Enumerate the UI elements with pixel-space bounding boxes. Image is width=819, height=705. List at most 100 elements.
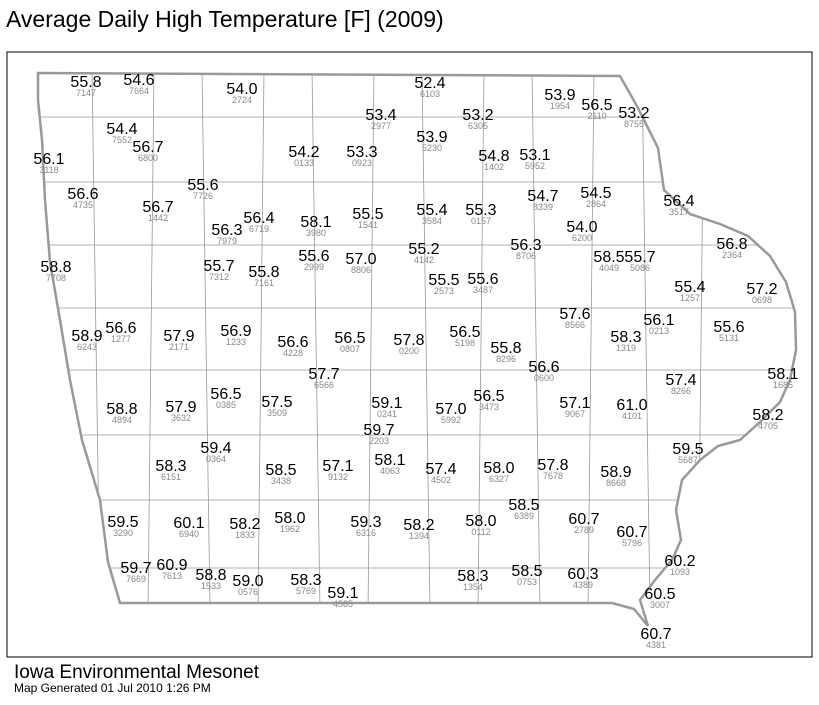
station-temp: 59.4 — [200, 440, 231, 457]
station-id: 2864 — [586, 199, 606, 209]
station-id: 5769 — [296, 586, 316, 596]
station-id: 4049 — [599, 263, 619, 273]
station-id: 0600 — [534, 373, 554, 383]
station-id: 4142 — [414, 255, 434, 265]
station-id: 7613 — [162, 571, 182, 581]
station-id: 7664 — [129, 86, 149, 96]
station-id: 3007 — [650, 600, 670, 610]
station-temp: 58.0 — [274, 510, 305, 527]
county-line — [367, 73, 375, 611]
station-id: 4101 — [622, 411, 642, 421]
station-id: 6305 — [468, 121, 488, 131]
station-id: 2789 — [574, 525, 594, 535]
station-temp: 54.2 — [288, 144, 319, 161]
station-id: 4502 — [431, 475, 451, 485]
station-id: 3509 — [267, 408, 287, 418]
station-id: 3438 — [271, 476, 291, 486]
station-id: 0576 — [238, 587, 258, 597]
station-temp: 56.3 — [211, 222, 242, 239]
station-id: 2977 — [371, 121, 391, 131]
station-id: 8806 — [351, 265, 371, 275]
station-temp: 56.5 — [334, 330, 365, 347]
station-id: 5992 — [441, 415, 461, 425]
station-id: 4735 — [73, 200, 93, 210]
station-temp: 52.4 — [414, 75, 445, 92]
station-id: 3584 — [422, 216, 442, 226]
station-temp: 53.3 — [346, 144, 377, 161]
station-id: 0112 — [471, 527, 490, 537]
station-temp: 56.3 — [510, 237, 541, 254]
station-id: 1442 — [148, 213, 168, 223]
state-outline — [36, 71, 798, 627]
station-id: 8566 — [565, 320, 585, 330]
station-temp: 57.0 — [345, 251, 376, 268]
station-id: 6389 — [514, 511, 534, 521]
station-temp: 60.3 — [567, 566, 598, 583]
station-id: 8755 — [624, 119, 644, 129]
station-id: 3632 — [171, 413, 191, 423]
station-id: 5952 — [525, 161, 545, 171]
station-temp: 60.7 — [640, 626, 671, 643]
station-id: 0364 — [206, 454, 226, 464]
station-id: 6316 — [356, 528, 376, 538]
station-id: 7726 — [193, 191, 213, 201]
station-temp: 56.7 — [142, 199, 173, 216]
station-id: 5230 — [422, 143, 442, 153]
station-id: 0200 — [399, 346, 419, 356]
station-temp: 55.6 — [467, 271, 498, 288]
station-temp: 56.5 — [449, 324, 480, 341]
station-id: 1833 — [235, 530, 255, 540]
station-id: 8668 — [606, 478, 626, 488]
station-id: 1954 — [550, 101, 570, 111]
station-temp: 56.1 — [643, 312, 674, 329]
station-temp: 59.5 — [672, 441, 703, 458]
station-temp: 58.5 — [593, 249, 624, 266]
station-temp: 54.0 — [566, 219, 597, 236]
county-line — [311, 73, 321, 611]
station-temp: 59.0 — [232, 573, 263, 590]
station-id: 3517 — [669, 207, 689, 217]
station-temp: 59.7 — [363, 422, 394, 439]
station-temp: 61.0 — [616, 397, 647, 414]
station-temp: 57.2 — [746, 281, 777, 298]
station-temp: 56.1 — [33, 151, 64, 168]
station-temp: 57.4 — [425, 461, 456, 478]
county-line — [697, 73, 705, 611]
station-id: 7147 — [76, 88, 96, 98]
station-id: 4705 — [758, 421, 778, 431]
station-temp: 54.0 — [226, 81, 257, 98]
station-id: 7669 — [126, 574, 146, 584]
station-id: 1962 — [280, 524, 300, 534]
station-id: 7312 — [209, 272, 229, 282]
station-temp: 60.9 — [156, 557, 187, 574]
station-temp: 53.4 — [365, 107, 396, 124]
station-id: 7708 — [46, 273, 66, 283]
station-temp: 60.5 — [644, 586, 675, 603]
county-line — [587, 73, 595, 611]
station-id: 2110 — [587, 111, 606, 121]
station-temp: 58.5 — [511, 563, 542, 580]
station-id: 1533 — [201, 581, 221, 591]
station-id: 0157 — [471, 216, 491, 226]
station-temp: 57.8 — [537, 457, 568, 474]
station-temp: 58.9 — [600, 464, 631, 481]
station-id: 3487 — [473, 285, 493, 295]
station-id: 4389 — [573, 580, 593, 590]
station-id: 1277 — [111, 334, 131, 344]
station-temp: 54.7 — [527, 188, 558, 205]
station-temp: 54.4 — [106, 121, 137, 138]
station-temp: 56.8 — [716, 236, 747, 253]
station-id: 9067 — [565, 409, 585, 419]
station-id: 4381 — [646, 640, 666, 650]
station-id: 6940 — [179, 529, 199, 539]
station-temp: 57.1 — [559, 395, 590, 412]
station-temp: 57.9 — [165, 399, 196, 416]
station-temp: 57.8 — [393, 332, 424, 349]
county-line — [531, 73, 541, 611]
station-temp: 54.6 — [123, 72, 154, 89]
footer-generated: Map Generated 01 Jul 2010 1:26 PM — [14, 681, 211, 695]
station-temp: 56.5 — [210, 386, 241, 403]
station-id: 4585 — [333, 599, 353, 609]
station-id: 6243 — [77, 342, 97, 352]
